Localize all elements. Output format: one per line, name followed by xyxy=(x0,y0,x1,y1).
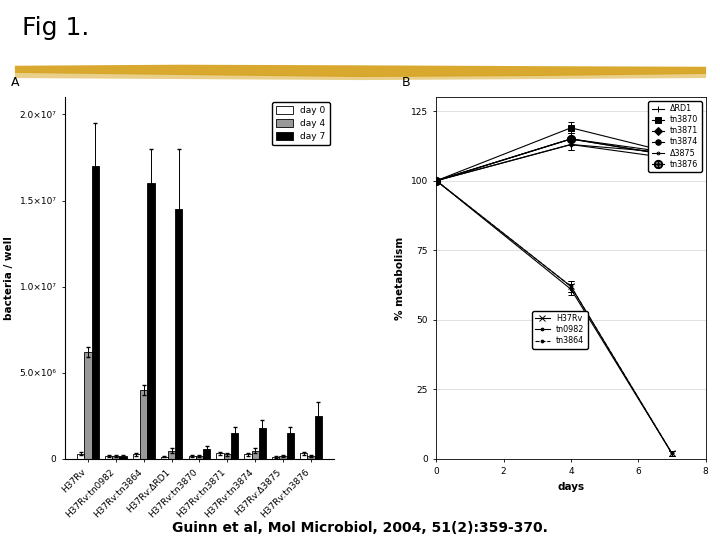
Bar xyxy=(258,428,266,459)
Text: B: B xyxy=(401,76,410,89)
Bar xyxy=(148,184,155,459)
Bar xyxy=(203,449,210,459)
Bar xyxy=(120,456,127,459)
Bar xyxy=(189,456,196,459)
Text: Guinn et al, Mol Microbiol, 2004, 51(2):359-370.: Guinn et al, Mol Microbiol, 2004, 51(2):… xyxy=(172,521,548,535)
Bar xyxy=(224,454,231,459)
Y-axis label: bacteria / well: bacteria / well xyxy=(4,236,14,320)
Y-axis label: % metabolism: % metabolism xyxy=(395,237,405,320)
Bar xyxy=(77,454,84,459)
Text: A: A xyxy=(11,76,19,89)
Bar xyxy=(132,454,140,459)
Bar xyxy=(251,451,258,459)
Bar xyxy=(84,352,91,459)
Bar xyxy=(279,456,287,459)
Text: Fig 1.: Fig 1. xyxy=(22,16,89,40)
Bar xyxy=(300,454,307,459)
Bar xyxy=(175,209,182,459)
Bar xyxy=(140,390,148,459)
Bar xyxy=(168,451,175,459)
Bar xyxy=(217,454,224,459)
Bar xyxy=(231,433,238,459)
Bar xyxy=(244,454,251,459)
Bar xyxy=(161,457,168,459)
Bar xyxy=(112,456,120,459)
Legend: H37Rv, tn0982, tn3864: H37Rv, tn0982, tn3864 xyxy=(532,311,588,348)
Bar xyxy=(287,433,294,459)
Bar xyxy=(272,457,279,459)
Bar xyxy=(307,456,315,459)
Legend: day 0, day 4, day 7: day 0, day 4, day 7 xyxy=(271,102,330,145)
X-axis label: days: days xyxy=(557,482,585,492)
Bar xyxy=(196,456,203,459)
Bar xyxy=(315,416,322,459)
Bar xyxy=(91,166,99,459)
Bar xyxy=(105,456,112,459)
